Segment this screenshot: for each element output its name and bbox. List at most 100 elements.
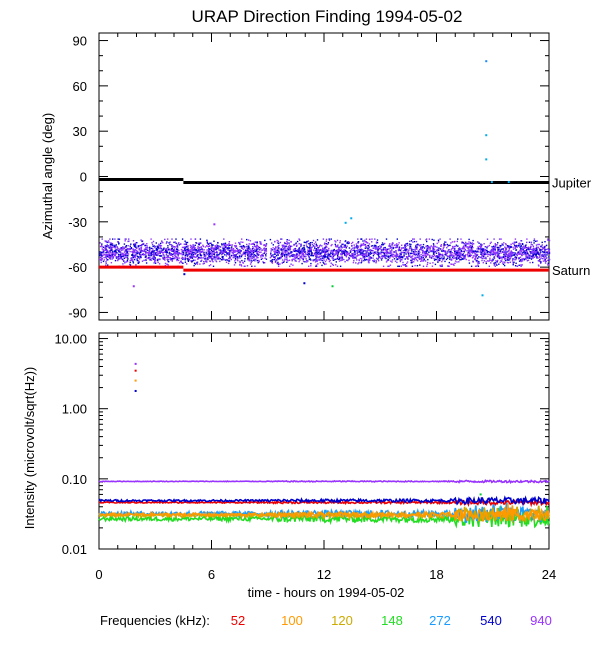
azimuth-point — [223, 248, 225, 250]
azimuth-point — [381, 255, 383, 257]
azimuth-point — [447, 265, 449, 267]
azimuth-point — [222, 258, 224, 260]
azimuth-point — [512, 242, 514, 245]
azimuth-point — [248, 252, 251, 254]
azimuth-point — [509, 245, 511, 247]
azimuth-point — [348, 247, 351, 249]
azimuth-point — [278, 251, 281, 253]
azimuth-point — [398, 257, 400, 259]
azimuth-point — [544, 254, 546, 256]
azimuth-point — [260, 248, 262, 250]
azimuth-point — [493, 257, 496, 260]
azimuth-point — [258, 261, 260, 263]
azimuth-point — [168, 261, 170, 263]
azimuth-point — [427, 261, 429, 264]
azimuth-point — [494, 243, 496, 245]
azimuth-point — [128, 238, 130, 240]
azimuth-point — [461, 241, 463, 243]
azimuth-point — [415, 248, 418, 250]
azimuth-point — [325, 251, 327, 253]
azimuth-point — [468, 243, 470, 245]
azimuth-point — [254, 250, 257, 253]
azimuth-point — [502, 251, 504, 253]
azimuth-point — [256, 241, 258, 243]
azimuth-point — [212, 261, 214, 263]
azimuth-point — [103, 259, 105, 261]
azimuth-point — [212, 258, 214, 261]
azimuth-point — [217, 246, 219, 248]
azimuth-point — [190, 252, 192, 255]
azimuth-point — [504, 258, 507, 260]
azimuth-point — [482, 253, 484, 256]
azimuth-point — [420, 258, 422, 260]
azimuth-point — [362, 242, 365, 245]
azimuth-point — [232, 252, 234, 255]
azimuth-point — [156, 248, 158, 250]
legend-label: Frequencies (kHz): — [100, 613, 210, 628]
azimuth-point — [207, 258, 209, 261]
azimuth-point — [540, 251, 542, 253]
azimuth-point — [418, 255, 421, 257]
azimuth-point — [316, 253, 319, 255]
azimuth-point — [505, 248, 508, 250]
azimuth-point — [321, 250, 323, 252]
azimuth-point — [272, 244, 274, 246]
azimuth-point — [181, 249, 183, 251]
azimuth-point — [325, 238, 328, 241]
azimuth-point — [413, 259, 416, 261]
azimuth-point — [156, 251, 158, 254]
azimuth-point — [508, 259, 510, 261]
azimuth-point — [526, 241, 528, 244]
azimuth-point — [224, 246, 227, 248]
azimuth-point — [422, 265, 425, 267]
azimuth-point — [343, 246, 345, 248]
azimuth-point — [441, 260, 443, 263]
azimuth-point — [432, 262, 434, 264]
azimuth-point — [294, 257, 296, 259]
azimuth-point — [220, 251, 222, 253]
azimuth-point — [281, 238, 283, 240]
azimuth-point — [145, 251, 147, 253]
azimuth-point — [471, 242, 474, 244]
azimuth-point — [512, 259, 514, 261]
azimuth-point — [151, 257, 153, 259]
azimuth-point — [354, 256, 356, 258]
azimuth-point — [253, 257, 255, 259]
azimuth-point — [338, 258, 341, 260]
azimuth-point — [281, 255, 283, 257]
azimuth-point — [105, 247, 107, 249]
azimuth-point — [222, 248, 224, 250]
azimuth-point — [353, 257, 355, 260]
azimuth-point — [140, 251, 142, 253]
azimuth-point — [496, 246, 498, 249]
azimuth-point — [248, 248, 251, 250]
azimuth-point — [109, 257, 111, 259]
azimuth-point — [451, 245, 454, 248]
azimuth-point — [393, 258, 396, 260]
azimuth-point — [219, 246, 221, 248]
azimuth-point — [477, 264, 479, 266]
azimuth-point — [458, 257, 461, 259]
azimuth-point — [439, 248, 441, 250]
azimuth-point — [282, 245, 285, 247]
azimuth-point — [250, 243, 252, 245]
azimuth-point — [324, 260, 327, 263]
azimuth-point — [419, 248, 421, 251]
azimuth-point — [221, 250, 223, 252]
azimuth-point — [358, 248, 360, 251]
azimuth-point — [279, 241, 282, 244]
azimuth-point — [331, 249, 333, 252]
azimuth-point — [206, 261, 208, 263]
azimuth-point — [270, 248, 272, 250]
azimuth-point — [302, 253, 305, 255]
azimuth-point — [471, 249, 474, 251]
azimuth-point — [124, 246, 126, 248]
azimuth-point — [355, 262, 357, 264]
azimuth-point — [190, 253, 193, 255]
azimuth-point — [535, 246, 538, 248]
azimuth-point — [127, 248, 130, 250]
azimuth-point — [281, 249, 284, 251]
azimuth-point — [248, 243, 250, 245]
azimuth-point — [415, 257, 417, 259]
azimuth-point — [287, 249, 289, 251]
